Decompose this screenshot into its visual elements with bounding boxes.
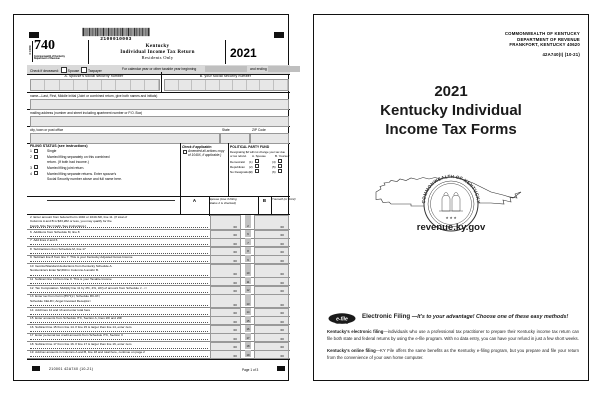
svg-text:★ ★ ★: ★ ★ ★	[445, 216, 456, 220]
